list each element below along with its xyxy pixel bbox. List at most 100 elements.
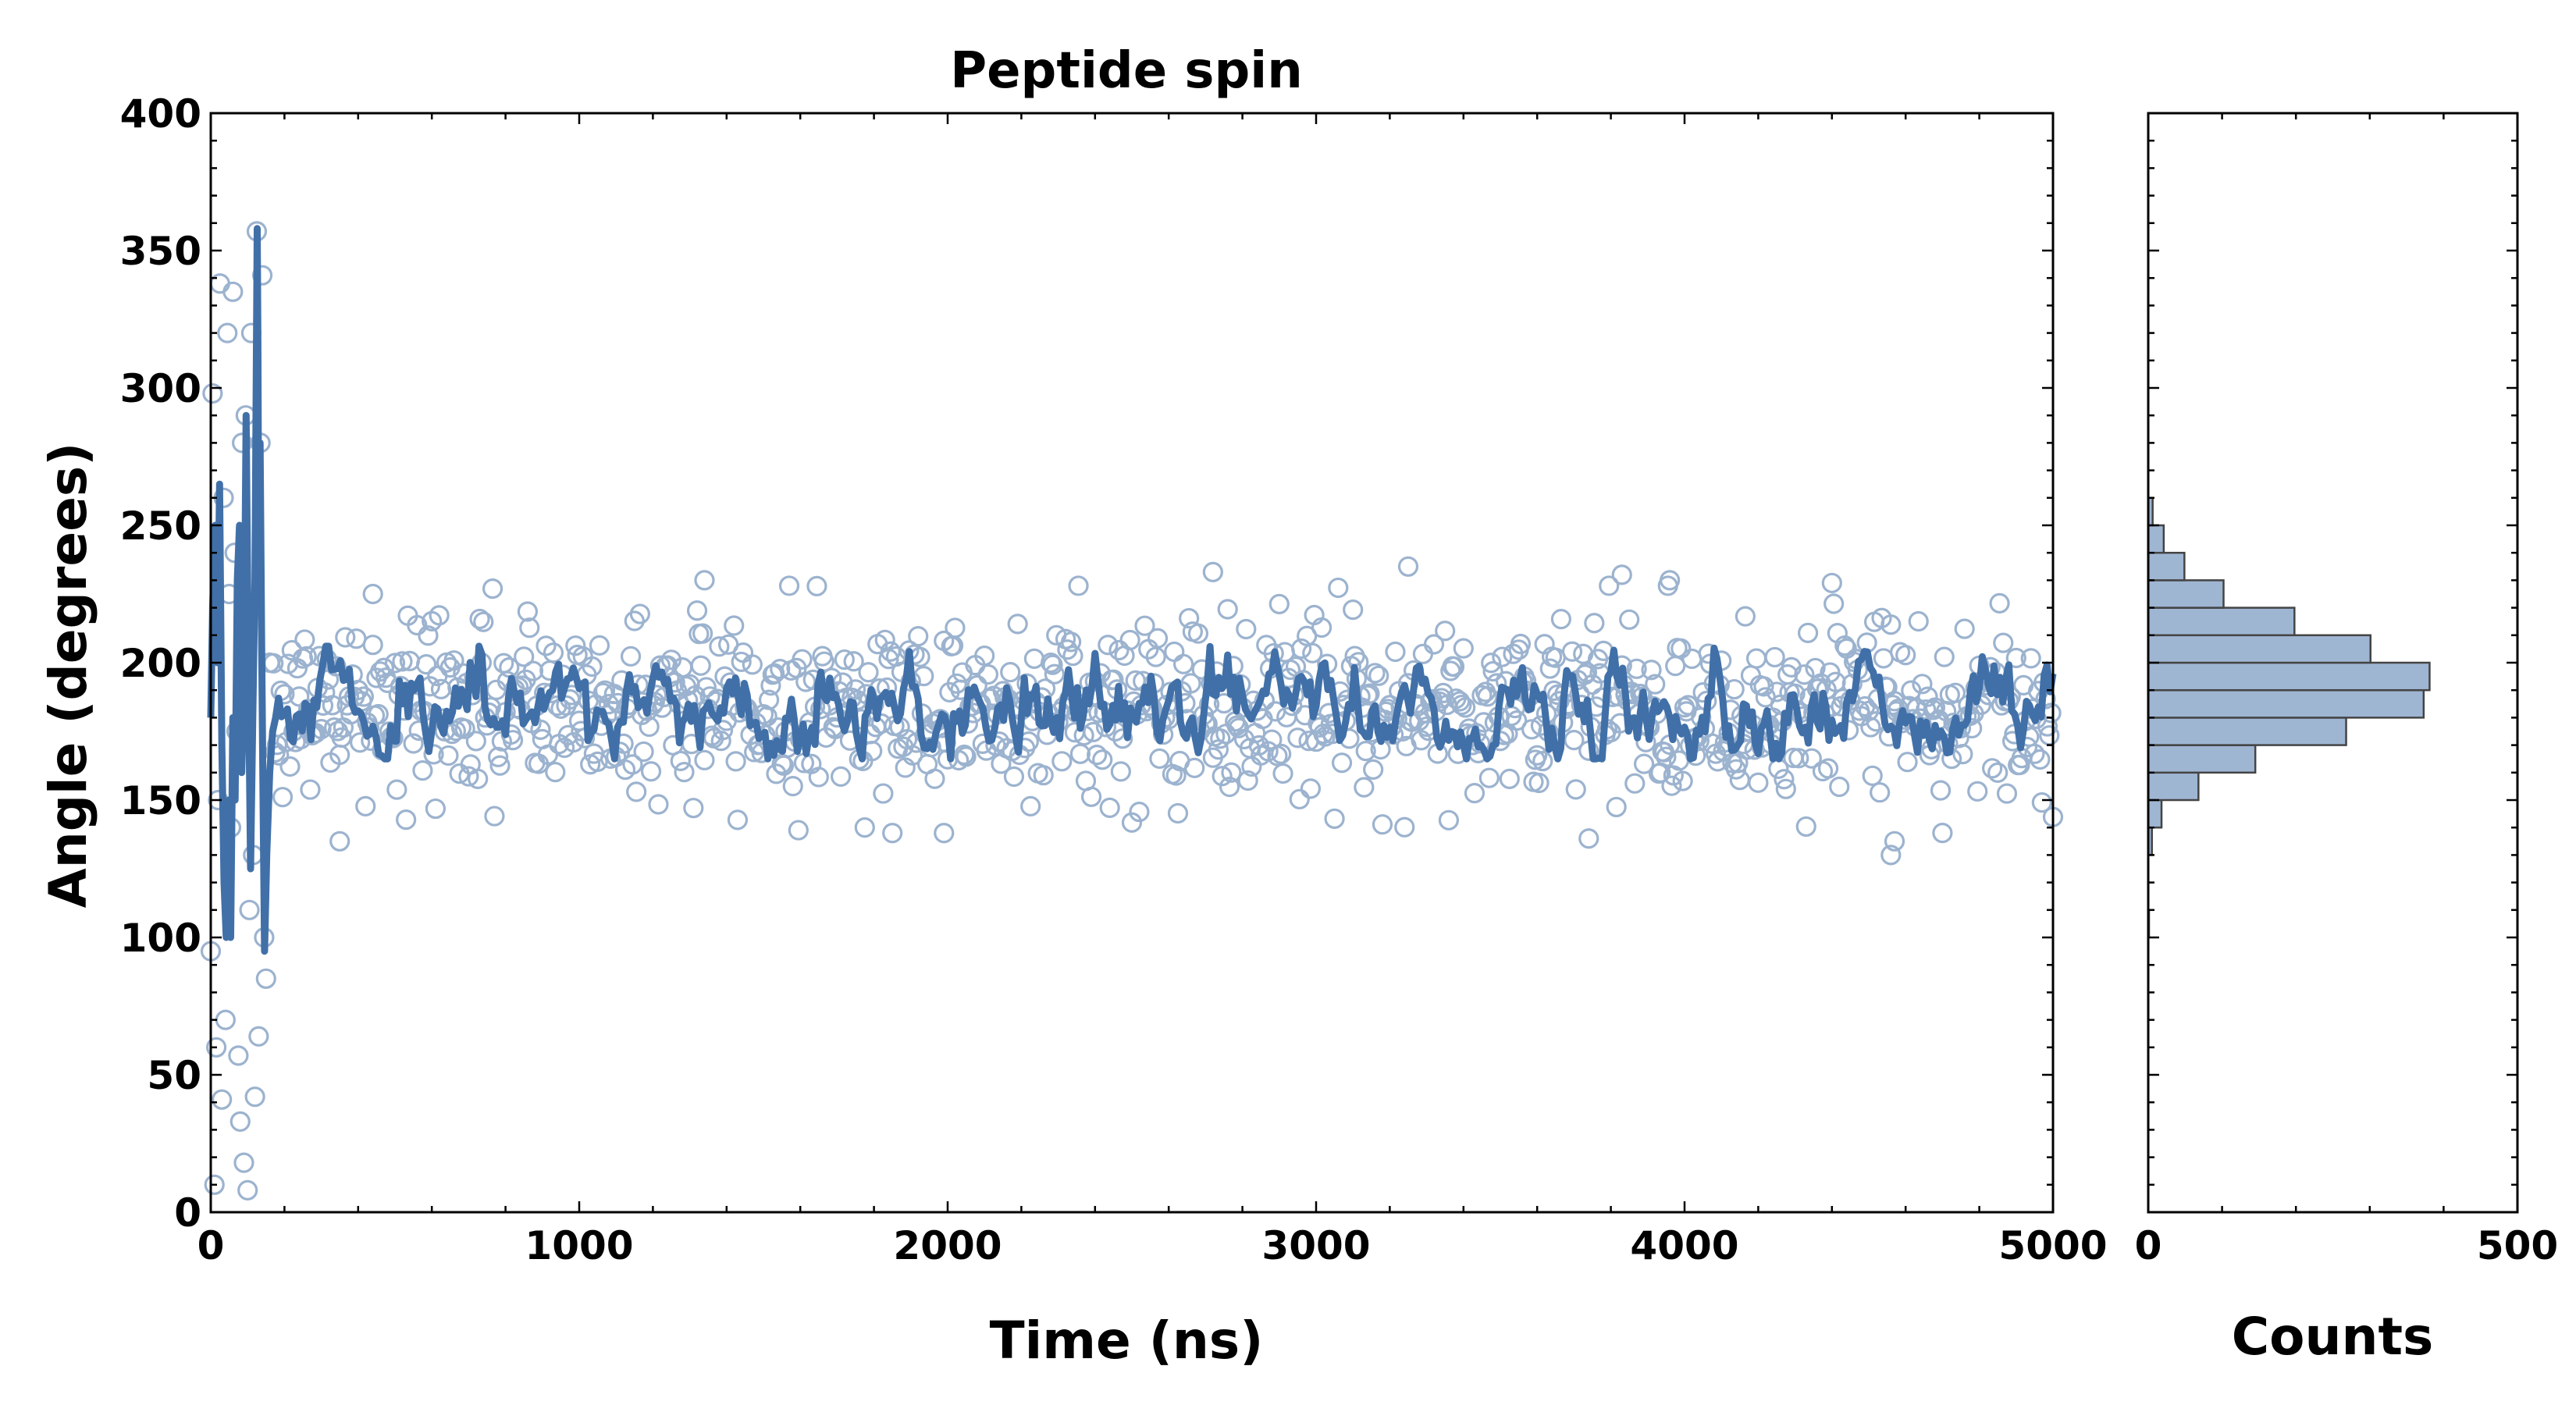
scatter-point [1432, 682, 1453, 703]
scatter-point [1672, 770, 1693, 791]
scatter-point [792, 649, 813, 670]
scatter-point [212, 1089, 233, 1110]
scatter-point [1954, 618, 1975, 639]
scatter-point [1884, 831, 1905, 852]
scatter-point [778, 575, 800, 596]
scatter-point [710, 730, 731, 752]
scatter-point [1453, 638, 1474, 659]
scatter-point [2005, 647, 2026, 669]
scatter-point [670, 750, 691, 771]
scatter-point [514, 646, 535, 667]
scatter-point [1438, 809, 1460, 831]
histogram-x-tick-label: 0 [2135, 1223, 2162, 1268]
scatter-point [1982, 758, 2003, 779]
scatter-point [563, 731, 585, 753]
histogram-bar [2147, 744, 2257, 774]
scatter-point [770, 659, 791, 680]
scatter-point [1707, 751, 1728, 772]
scatter-point [639, 716, 660, 738]
scatter-point [1219, 776, 1240, 798]
scatter-point [1455, 697, 1476, 718]
scatter-point [1821, 572, 1842, 594]
scatter-point [1172, 653, 1194, 674]
scatter-point [1565, 779, 1586, 800]
scatter-point [1952, 744, 1973, 765]
scatter-point [416, 654, 437, 675]
y-axis-label: Angle (degrees) [38, 443, 98, 909]
histogram-bar [2147, 771, 2200, 802]
scatter-point [620, 646, 642, 667]
scatter-point [1110, 761, 1131, 782]
scatter-point [712, 720, 734, 741]
scatter-point [1098, 635, 1119, 656]
scatter-point [843, 651, 864, 672]
scatter-point [1134, 615, 1155, 636]
scatter-point [1443, 656, 1465, 678]
histogram-bar [2147, 799, 2163, 829]
scatter-point [622, 754, 643, 775]
scatter-point [1527, 745, 1548, 766]
scatter-point [335, 627, 356, 648]
scatter-point [1561, 641, 1583, 662]
scatter-point [1478, 767, 1500, 788]
scatter-point [1801, 748, 1822, 769]
scatter-point [955, 746, 977, 767]
histogram-bar [2147, 661, 2431, 692]
scatter-point [205, 1037, 227, 1058]
scatter-point [1272, 763, 1293, 784]
scatter-point [1798, 622, 1819, 644]
scatter-point [1397, 556, 1419, 577]
scatter-point [808, 767, 829, 788]
scatter-point [2024, 743, 2045, 764]
scatter-point [1735, 606, 1756, 627]
scatter-point [412, 760, 433, 781]
scatter-point [1202, 561, 1223, 582]
scatter-point [756, 706, 777, 727]
scatter-point [788, 820, 809, 841]
scatter-point [760, 675, 781, 696]
scatter-point [974, 646, 995, 667]
scatter-point [1794, 664, 1815, 685]
scatter-point [1149, 748, 1170, 769]
scatter-point [1895, 645, 1916, 666]
scatter-point [2031, 791, 2052, 813]
scatter-point [1550, 609, 1571, 630]
scatter-point [255, 968, 276, 989]
scatter-point [1823, 593, 1845, 614]
scatter-point [1656, 746, 1677, 767]
histogram-panel: 0 500 Counts [2135, 112, 2558, 1367]
scatter-point [1435, 621, 1456, 642]
scatter-point [1348, 652, 1369, 673]
scatter-point [1880, 845, 1902, 866]
scatter-point [1916, 699, 1937, 720]
scatter-point [1003, 766, 1025, 788]
scatter-point [1633, 753, 1655, 774]
scatter-point [1817, 758, 1839, 779]
scatter-point [674, 762, 695, 783]
scatter-point [1451, 694, 1472, 716]
scatter-point [874, 629, 895, 650]
scatter-point [1112, 728, 1133, 749]
scatter-point [418, 625, 439, 646]
scatter-point [482, 578, 503, 599]
scatter-point [1775, 778, 1796, 799]
scatter-point [1930, 780, 1952, 801]
scatter-point [329, 831, 350, 852]
y-tick-label: 200 [120, 641, 201, 686]
scatter-point [1967, 781, 1988, 802]
scatter-point [1917, 686, 1938, 707]
scatter-point [834, 649, 855, 670]
scatter-point [1372, 814, 1393, 835]
scatter-point [484, 806, 505, 827]
scatter-point [1464, 783, 1485, 804]
scatter-point [731, 651, 752, 673]
scatter-point [1897, 752, 1918, 773]
scatter-point [454, 718, 475, 739]
scatter-point [300, 779, 321, 800]
scatter-point [1492, 646, 1513, 667]
scatter-point [1364, 663, 1386, 684]
scatter-point [1217, 599, 1238, 620]
scatter-point [1147, 628, 1169, 649]
scatter-point [1062, 646, 1083, 667]
